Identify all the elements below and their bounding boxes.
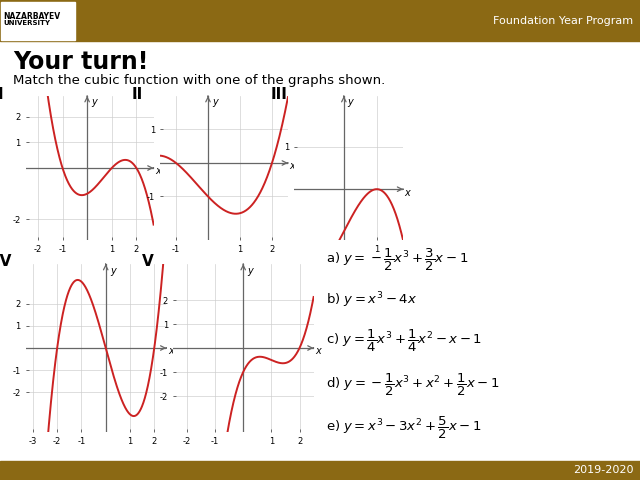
Text: e) $y = x^3 - 3x^2 + \dfrac{5}{2}x - 1$: e) $y = x^3 - 3x^2 + \dfrac{5}{2}x - 1$	[326, 414, 482, 441]
Text: V: V	[142, 254, 154, 269]
Text: y: y	[212, 97, 218, 108]
Text: I: I	[0, 87, 3, 102]
Text: x: x	[155, 166, 161, 176]
Text: Your turn!: Your turn!	[13, 50, 148, 74]
Text: y: y	[347, 97, 353, 108]
Text: x: x	[316, 347, 321, 356]
Text: c) $y = \dfrac{1}{4}x^3 + \dfrac{1}{4}x^2 - x - 1$: c) $y = \dfrac{1}{4}x^3 + \dfrac{1}{4}x^…	[326, 328, 483, 354]
Text: II: II	[132, 87, 143, 102]
Text: x: x	[168, 347, 174, 356]
Text: y: y	[248, 265, 253, 276]
Text: x: x	[404, 188, 410, 198]
Text: III: III	[271, 87, 287, 102]
Text: b) $y = x^3 - 4x$: b) $y = x^3 - 4x$	[326, 291, 417, 310]
Text: Match the cubic function with one of the graphs shown.: Match the cubic function with one of the…	[13, 74, 385, 87]
Text: y: y	[91, 97, 97, 108]
Text: UNIVERSITY: UNIVERSITY	[3, 20, 50, 26]
Text: IV: IV	[0, 254, 12, 269]
Text: Foundation Year Program: Foundation Year Program	[493, 16, 634, 25]
Text: NAZARBAYEV: NAZARBAYEV	[3, 12, 60, 21]
Text: x: x	[289, 161, 295, 171]
Text: 2019-2020: 2019-2020	[573, 466, 634, 475]
Text: y: y	[110, 265, 116, 276]
Text: a) $y = -\dfrac{1}{2}x^3 + \dfrac{3}{2}x - 1$: a) $y = -\dfrac{1}{2}x^3 + \dfrac{3}{2}x…	[326, 247, 468, 273]
Text: d) $y = -\dfrac{1}{2}x^3 + x^2 + \dfrac{1}{2}x - 1$: d) $y = -\dfrac{1}{2}x^3 + x^2 + \dfrac{…	[326, 372, 500, 398]
